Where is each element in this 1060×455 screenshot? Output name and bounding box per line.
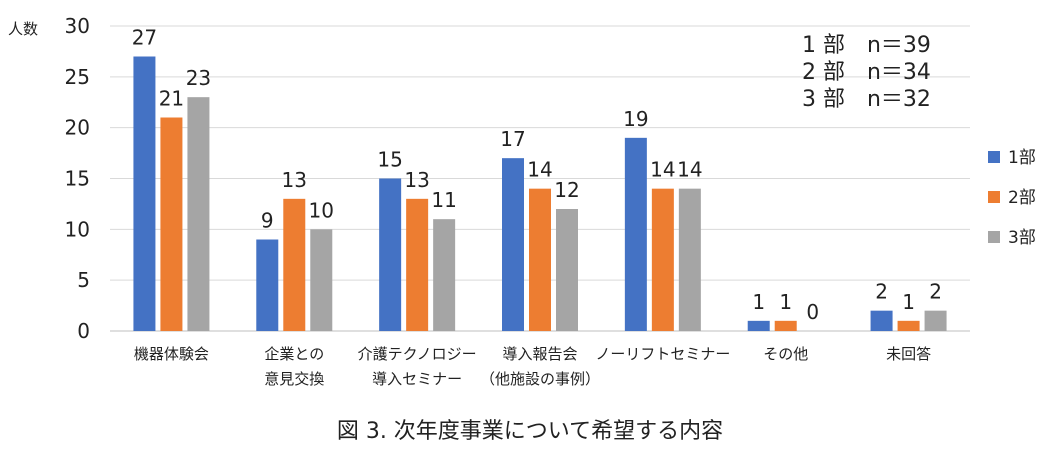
data-label: 13 [282,168,307,192]
bar [624,137,647,331]
bar [133,56,156,331]
bar [379,178,402,331]
figure-caption: 図 3. 次年度事業について希望する内容 [337,419,723,444]
bar [310,229,333,331]
bar [870,310,893,331]
data-label: 1 [902,290,915,314]
bar [283,198,306,331]
x-tick-label: 機器体験会 [134,345,209,363]
x-tick-label: 導入報告会 [502,345,577,363]
legend-label: 1部 [1008,148,1036,168]
y-tick-label: 30 [65,14,90,38]
legend: 1部 2部 3部 [988,148,1036,248]
y-tick-label: 25 [65,65,90,89]
bar [187,97,210,332]
bar [897,320,920,331]
data-label: 13 [404,168,429,192]
data-label: 11 [431,188,456,212]
y-axis-label: 人数 [8,20,38,38]
bar [529,188,551,331]
data-label: 1 [779,290,792,314]
legend-swatch [988,191,1000,203]
legend-swatch [988,151,1000,163]
bar [924,310,947,331]
bar [556,209,578,331]
data-label: 23 [186,66,211,90]
data-label: 2 [929,280,942,304]
bar [774,320,797,331]
y-tick-label: 20 [65,116,90,140]
legend-label: 3部 [1008,228,1036,248]
bar [406,198,429,331]
data-label: 0 [806,300,819,324]
sample-size-note: 1 部 n＝39 [802,33,931,58]
data-label: 1 [752,290,765,314]
gridlines [110,25,970,332]
x-tick-label: その他 [763,345,808,363]
y-tick-label: 0 [77,319,90,343]
data-label: 17 [500,127,525,151]
data-label: 14 [677,158,702,182]
data-label: 14 [650,158,675,182]
bar [747,320,770,331]
x-tick-label: 意見交換 [264,370,324,388]
x-tick-label: 企業との [264,345,324,363]
bar [678,188,701,331]
bar [160,117,183,331]
bars [133,56,947,332]
x-tick-label: 介護テクノロジー [358,345,477,363]
y-tick-label: 5 [77,268,90,292]
legend-swatch [988,231,1000,243]
data-label: 21 [159,87,184,111]
sample-size-notes: 1 部 n＝392 部 n＝343 部 n＝32 [802,33,931,112]
y-tick-label: 15 [65,167,90,191]
x-tick-label: ノーリフトセミナー [595,345,730,363]
data-label: 15 [377,148,402,172]
bar [651,188,674,331]
x-tick-label: （他施設の事例） [480,370,600,388]
legend-label: 2部 [1008,188,1036,208]
data-label: 9 [261,209,274,233]
sample-size-note: 3 部 n＝32 [802,87,931,112]
x-tick-label: 未回答 [886,345,931,363]
bar [433,219,456,331]
data-label: 2 [875,280,888,304]
data-label: 14 [527,158,552,182]
data-label: 12 [554,178,579,202]
bar [502,158,524,331]
data-label: 10 [309,198,334,222]
bar [256,239,279,331]
sample-size-note: 2 部 n＝34 [802,60,931,85]
y-tick-label: 10 [65,217,90,241]
data-label: 27 [132,26,157,50]
x-tick-label: 導入セミナー [372,370,462,388]
y-axis-ticks: 0 5 10 15 20 25 30 [65,14,90,343]
data-label: 19 [623,107,648,131]
